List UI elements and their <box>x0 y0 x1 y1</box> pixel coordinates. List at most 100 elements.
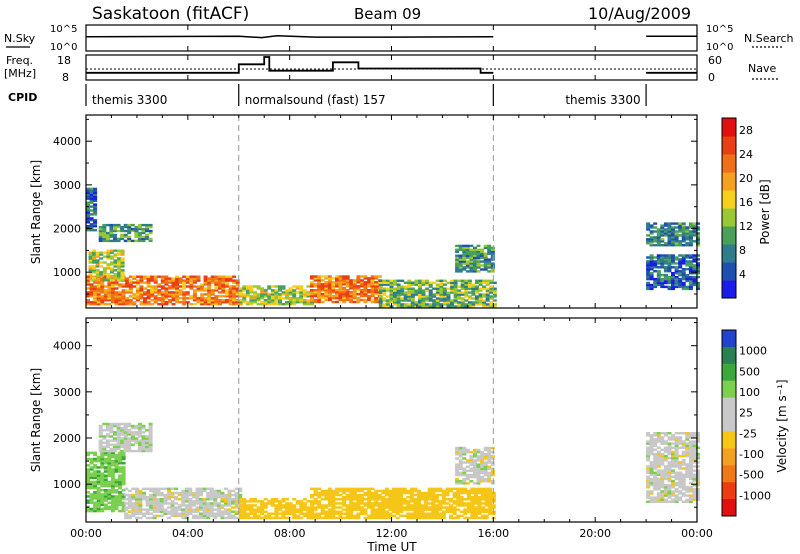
data-cell <box>209 506 214 509</box>
data-cell <box>688 469 693 472</box>
data-cell <box>227 500 232 503</box>
data-cell <box>696 222 700 225</box>
data-cell <box>234 504 239 507</box>
data-cell <box>99 265 104 268</box>
data-cell <box>127 231 132 235</box>
data-cell <box>481 506 486 509</box>
data-cell <box>216 502 221 505</box>
data-cell <box>181 514 186 518</box>
data-cell <box>163 510 168 513</box>
data-cell <box>671 486 675 489</box>
data-cell <box>481 487 486 491</box>
data-cell <box>439 281 444 284</box>
data-cell <box>392 491 396 495</box>
data-cell <box>242 508 247 511</box>
data-cell <box>150 279 155 282</box>
data-cell <box>667 260 672 263</box>
time-tick-label: 16:00 <box>477 527 509 540</box>
data-cell <box>389 291 394 294</box>
data-cell <box>148 225 153 229</box>
data-cell <box>475 289 479 292</box>
data-cell <box>488 487 493 491</box>
data-cell <box>407 285 412 288</box>
data-cell <box>225 283 229 286</box>
data-cell <box>462 446 467 450</box>
data-cell <box>310 508 314 511</box>
data-cell <box>181 510 186 513</box>
data-cell <box>109 449 114 453</box>
data-cell <box>480 480 485 483</box>
data-cell <box>469 459 474 462</box>
data-cell <box>692 452 697 456</box>
data-cell <box>455 471 460 475</box>
data-cell <box>145 504 150 507</box>
data-cell <box>185 277 190 280</box>
data-cell <box>234 516 239 520</box>
data-cell <box>488 495 493 499</box>
data-cell <box>456 508 461 511</box>
data-cell <box>335 512 339 515</box>
data-cell <box>238 502 243 505</box>
data-cell <box>107 484 112 488</box>
data-cell <box>492 293 497 296</box>
data-cell <box>127 443 132 446</box>
data-cell <box>431 487 436 491</box>
data-cell <box>660 463 665 466</box>
data-cell <box>132 285 137 288</box>
data-cell <box>335 296 339 300</box>
data-cell <box>225 295 229 298</box>
data-cell <box>188 502 193 505</box>
data-cell <box>156 489 161 493</box>
data-cell <box>464 281 469 284</box>
data-cell <box>681 442 686 445</box>
data-cell <box>393 291 397 294</box>
colorbar-tick-label: -500 <box>739 469 764 482</box>
data-cell <box>106 263 111 266</box>
data-cell <box>134 426 139 430</box>
data-cell <box>89 205 94 208</box>
data-cell <box>96 472 101 475</box>
data-cell <box>484 504 489 507</box>
data-cell <box>121 293 126 296</box>
data-cell <box>439 291 444 294</box>
data-cell <box>242 506 247 509</box>
data-cell <box>406 512 411 515</box>
data-cell <box>145 495 150 499</box>
data-cell <box>127 504 132 507</box>
data-cell <box>163 500 168 503</box>
data-cell <box>449 506 453 509</box>
data-cell <box>92 277 97 280</box>
data-cell <box>106 277 111 280</box>
data-cell <box>86 195 90 198</box>
data-cell <box>168 301 172 304</box>
data-cell <box>100 489 105 492</box>
data-cell <box>96 491 101 494</box>
data-cell <box>157 299 162 302</box>
data-cell <box>393 299 397 302</box>
data-cell <box>685 444 690 447</box>
data-cell <box>431 510 436 513</box>
data-cell <box>182 287 187 290</box>
data-cell <box>685 450 690 454</box>
data-cell <box>431 498 436 501</box>
data-cell <box>681 454 686 458</box>
data-cell <box>649 287 654 291</box>
data-cell <box>374 291 379 294</box>
data-cell <box>121 466 126 469</box>
data-cell <box>660 226 665 229</box>
data-cell <box>96 503 101 506</box>
data-cell <box>120 263 125 266</box>
data-cell <box>274 295 279 298</box>
data-cell <box>107 462 112 465</box>
data-cell <box>425 303 430 306</box>
colorbar-tick-label: 20 <box>739 172 753 185</box>
data-cell <box>345 285 350 288</box>
data-cell <box>377 292 382 296</box>
data-cell <box>660 266 665 269</box>
data-cell <box>367 279 372 282</box>
data-cell <box>95 251 100 254</box>
data-cell <box>209 510 214 513</box>
data-cell <box>681 240 686 243</box>
data-cell <box>302 295 307 298</box>
data-cell <box>157 293 162 296</box>
